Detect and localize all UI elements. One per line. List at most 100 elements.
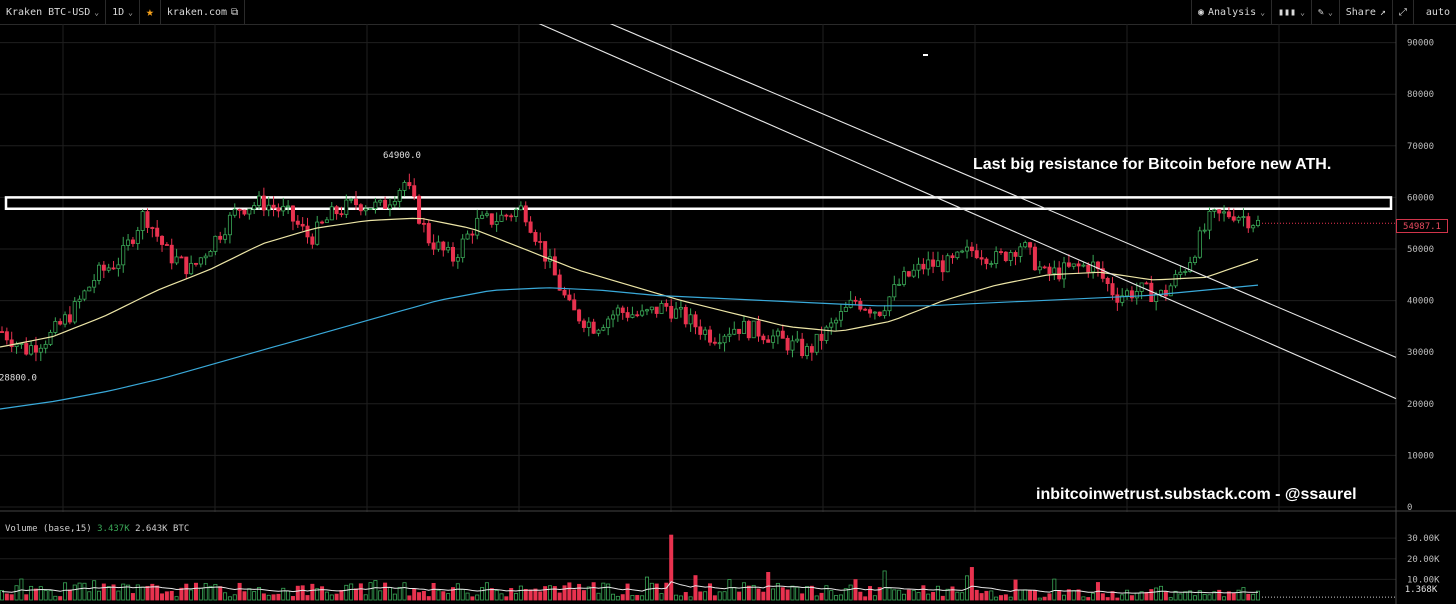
- volume-bar: [198, 587, 203, 601]
- symbol-selector[interactable]: Kraken BTC-USD ⌄: [0, 0, 107, 24]
- volume-bar: [126, 584, 131, 601]
- candle-body: [1032, 246, 1037, 271]
- candle-body: [737, 328, 742, 334]
- copy-icon: ⧉: [231, 6, 239, 18]
- source-link[interactable]: kraken.com ⧉: [161, 0, 246, 24]
- volume-chart[interactable]: 30.00K 20.00K 10.00K: [0, 512, 1456, 604]
- candle-body: [72, 301, 77, 323]
- volume-bar: [591, 582, 596, 601]
- candle-body: [1008, 252, 1013, 261]
- volume-bar: [339, 589, 344, 601]
- volume-bar: [179, 587, 184, 601]
- volume-bar: [290, 596, 295, 601]
- favorite-button[interactable]: ★: [140, 0, 161, 24]
- candle-body: [1231, 216, 1236, 221]
- volume-bar: [892, 589, 897, 601]
- candle-body: [1173, 274, 1178, 287]
- y-axis-tick-label: 80000: [1407, 90, 1434, 100]
- volume-bar: [29, 585, 34, 601]
- candle-body: [543, 241, 548, 262]
- volume-bar: [329, 594, 334, 601]
- volume-bar: [1236, 589, 1241, 601]
- volume-bar: [1241, 587, 1246, 601]
- candle-body: [174, 256, 179, 264]
- interval-selector[interactable]: 1D ⌄: [106, 0, 140, 24]
- fullscreen-button[interactable]: ⤢: [1393, 0, 1414, 24]
- volume-bar: [732, 587, 737, 601]
- volume-bar: [426, 596, 431, 601]
- candle-body: [1251, 225, 1256, 229]
- candle-body: [722, 335, 727, 344]
- volume-bar: [703, 591, 708, 601]
- volume-bar: [150, 583, 155, 601]
- candle-body: [1217, 209, 1222, 214]
- volume-bar: [77, 582, 82, 601]
- volume-bar: [834, 595, 839, 601]
- candle-body: [310, 236, 315, 245]
- candle-body: [82, 290, 87, 300]
- candle-body: [184, 256, 189, 275]
- volume-bar: [644, 576, 649, 601]
- volume-bar: [363, 594, 368, 601]
- candle-body: [252, 205, 257, 210]
- volume-bar: [349, 583, 354, 601]
- volume-bar: [737, 591, 742, 601]
- volume-legend-name: Volume (base,15): [5, 524, 92, 534]
- volume-bar: [1222, 596, 1227, 601]
- draw-tool-button[interactable]: ✎ ⌄: [1312, 0, 1340, 24]
- candle-body: [164, 244, 169, 246]
- candle-body: [635, 314, 640, 317]
- autoscale-button[interactable]: auto: [1414, 0, 1456, 24]
- candle-body: [155, 227, 160, 237]
- volume-bar: [450, 587, 455, 601]
- candle-body: [169, 244, 174, 264]
- analysis-button[interactable]: ◉ Analysis ⌄: [1192, 0, 1273, 24]
- volume-bar: [227, 596, 232, 601]
- candle-body: [906, 271, 911, 277]
- candle-body: [320, 221, 325, 224]
- candle-body: [955, 251, 960, 259]
- candle-body: [145, 211, 150, 228]
- candle-body: [994, 251, 999, 264]
- price-chart[interactable]: 90000 80000 70000 60000 50000 40000 30000 20000…: [0, 24, 1456, 512]
- candle-body: [853, 299, 858, 302]
- candle-body: [1120, 295, 1125, 303]
- candle-body: [1168, 285, 1173, 297]
- volume-bar: [48, 590, 53, 601]
- volume-bar: [1251, 593, 1256, 601]
- candle-body: [901, 271, 906, 285]
- candle-body: [1047, 266, 1052, 274]
- candle-body: [654, 306, 659, 314]
- volume-bar: [130, 593, 135, 601]
- volume-bar: [324, 591, 329, 601]
- candle-body: [455, 257, 460, 262]
- candle-body: [271, 204, 276, 209]
- volume-bar: [771, 588, 776, 601]
- chart-type-button[interactable]: ▮▮▮ ⌄: [1272, 0, 1312, 24]
- candle-body: [882, 310, 887, 316]
- volume-bar: [756, 588, 761, 601]
- y-axis-tick-label: 50000: [1407, 245, 1434, 255]
- volume-bar: [387, 586, 392, 601]
- candle-body: [935, 260, 940, 267]
- volume-bar: [257, 587, 262, 601]
- candle-body: [378, 199, 383, 203]
- candle-body: [363, 208, 368, 212]
- volume-bar: [392, 593, 397, 601]
- y-axis-tick-label: 90000: [1407, 39, 1434, 49]
- volume-bar: [184, 583, 189, 601]
- candle-body: [218, 235, 223, 240]
- candle-body: [795, 338, 800, 342]
- volume-bar: [1168, 597, 1173, 601]
- volume-bar: [785, 589, 790, 601]
- candle-body: [863, 308, 868, 311]
- share-button[interactable]: Share ↗: [1340, 0, 1393, 24]
- candle-body: [756, 320, 761, 337]
- volume-bar: [106, 586, 111, 601]
- candle-body: [0, 331, 4, 333]
- volume-tick-label: 20.00K: [1407, 555, 1440, 565]
- volume-bar: [1226, 591, 1231, 601]
- low-price-label: 28800.0: [0, 373, 37, 383]
- volume-bar: [848, 584, 853, 601]
- volume-bar: [475, 594, 480, 601]
